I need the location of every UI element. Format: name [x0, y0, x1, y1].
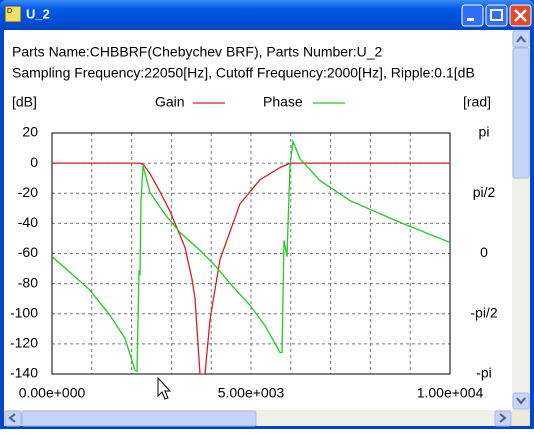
y-tick-label: -60	[18, 244, 38, 260]
y2-axis-label: [rad]	[463, 94, 491, 110]
icon-glyph: D	[7, 8, 12, 15]
y-axis-label: [dB]	[12, 94, 37, 110]
y-tick-label: -80	[18, 274, 38, 290]
y2-tick-label: -pi	[476, 365, 492, 381]
vertical-scrollbar[interactable]	[512, 30, 530, 410]
y2-tick-label: -pi/2	[470, 304, 497, 320]
y-tick-label: -120	[10, 335, 38, 351]
y2-tick-label: pi/2	[473, 184, 496, 200]
maximize-button[interactable]	[485, 4, 508, 27]
y-tick-label: -140	[10, 365, 38, 381]
app-icon	[4, 5, 22, 23]
sampling-info: Sampling Frequency:22050[Hz], Cutoff Fre…	[12, 65, 475, 81]
y-tick-label: -20	[18, 184, 38, 200]
minimize-button[interactable]	[461, 4, 484, 27]
plot-border	[51, 132, 451, 375]
client-area	[4, 30, 530, 426]
close-button[interactable]	[509, 4, 532, 27]
y-tick-label: 20	[22, 124, 38, 140]
y-tick-label: -100	[10, 304, 38, 320]
size-grip	[512, 410, 530, 426]
title-bar	[0, 0, 534, 30]
y2-tick-label: 0	[480, 244, 488, 260]
series-line	[52, 162, 450, 374]
y-tick-label: 0	[30, 154, 38, 170]
y2-tick-label: pi	[479, 124, 490, 140]
series-line	[52, 138, 450, 373]
x-tick-label: 1.00e+004	[417, 385, 484, 401]
chart: [dB] [rad] 20 0 -20 -40 -60 -80 -100 -120 -140 pi…	[10, 94, 498, 401]
x-tick-label: 0.00e+000	[19, 385, 86, 401]
mouse-cursor	[157, 376, 172, 400]
legend-label: Gain	[155, 94, 185, 110]
legend-label: Phase	[263, 94, 303, 110]
horizontal-scrollbar[interactable]	[4, 410, 512, 427]
plot-lines	[52, 138, 450, 374]
window-title: U_2	[26, 6, 50, 21]
x-tick-label: 5.00e+003	[218, 385, 285, 401]
parts-info: Parts Name:CHBBRF(Chebychev BRF), Parts …	[12, 44, 383, 60]
y-tick-label: -40	[18, 214, 38, 230]
